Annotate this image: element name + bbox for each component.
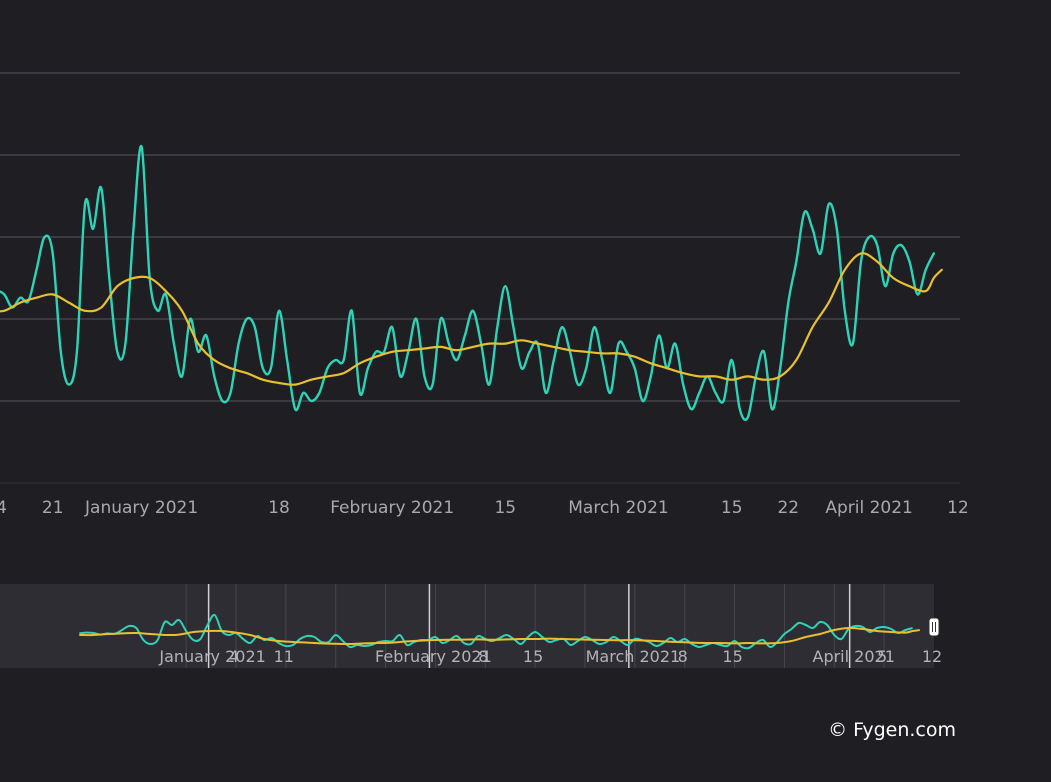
navigator-background [0,584,934,668]
watermark: © Fygen.com [828,719,956,741]
x-tick-label: 21 [42,498,64,518]
navigator-label: January 2021 [158,647,265,666]
x-tick-label: 14 [0,498,7,518]
navigator-label: 15 [722,647,742,666]
x-tick-label: January 2021 [84,498,198,518]
navigator-series-1 [79,626,920,646]
navigator-label: 12 [922,647,942,666]
x-tick-label: 15 [494,498,516,518]
x-tick-label: 22 [777,498,799,518]
navigator-label: 8 [678,647,688,666]
navigator-label: March 2021 [586,647,681,666]
navigator-label: 8 [478,647,488,666]
x-tick-label: 18 [268,498,290,518]
navigator-label: April 2021 [813,647,895,666]
navigator-label: February 2021 [375,647,492,666]
x-tick-label: April 2021 [825,498,913,518]
x-tick-label: February 2021 [330,498,454,518]
navigator-handle-right[interactable] [928,617,940,637]
x-tick-label: March 2021 [568,498,669,518]
x-tick-label: 12 [947,498,969,518]
navigator-label: 15 [523,647,543,666]
x-tick-label: 15 [721,498,743,518]
series-line-1 [0,252,943,386]
navigator-label: 4 [229,647,239,666]
series-line-0 [0,145,935,421]
navigator-label: 5 [877,647,887,666]
navigator-label: 11 [274,647,294,666]
